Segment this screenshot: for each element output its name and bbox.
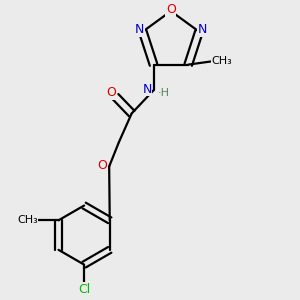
Text: CH₃: CH₃: [212, 56, 233, 66]
Text: N: N: [135, 23, 144, 37]
Text: N: N: [197, 23, 207, 37]
Text: O: O: [106, 86, 116, 99]
Text: Cl: Cl: [78, 283, 90, 296]
Text: N: N: [142, 83, 152, 96]
Text: O: O: [97, 159, 107, 172]
Text: ·H: ·H: [158, 88, 170, 98]
Text: O: O: [166, 3, 176, 16]
Text: CH₃: CH₃: [17, 215, 38, 225]
